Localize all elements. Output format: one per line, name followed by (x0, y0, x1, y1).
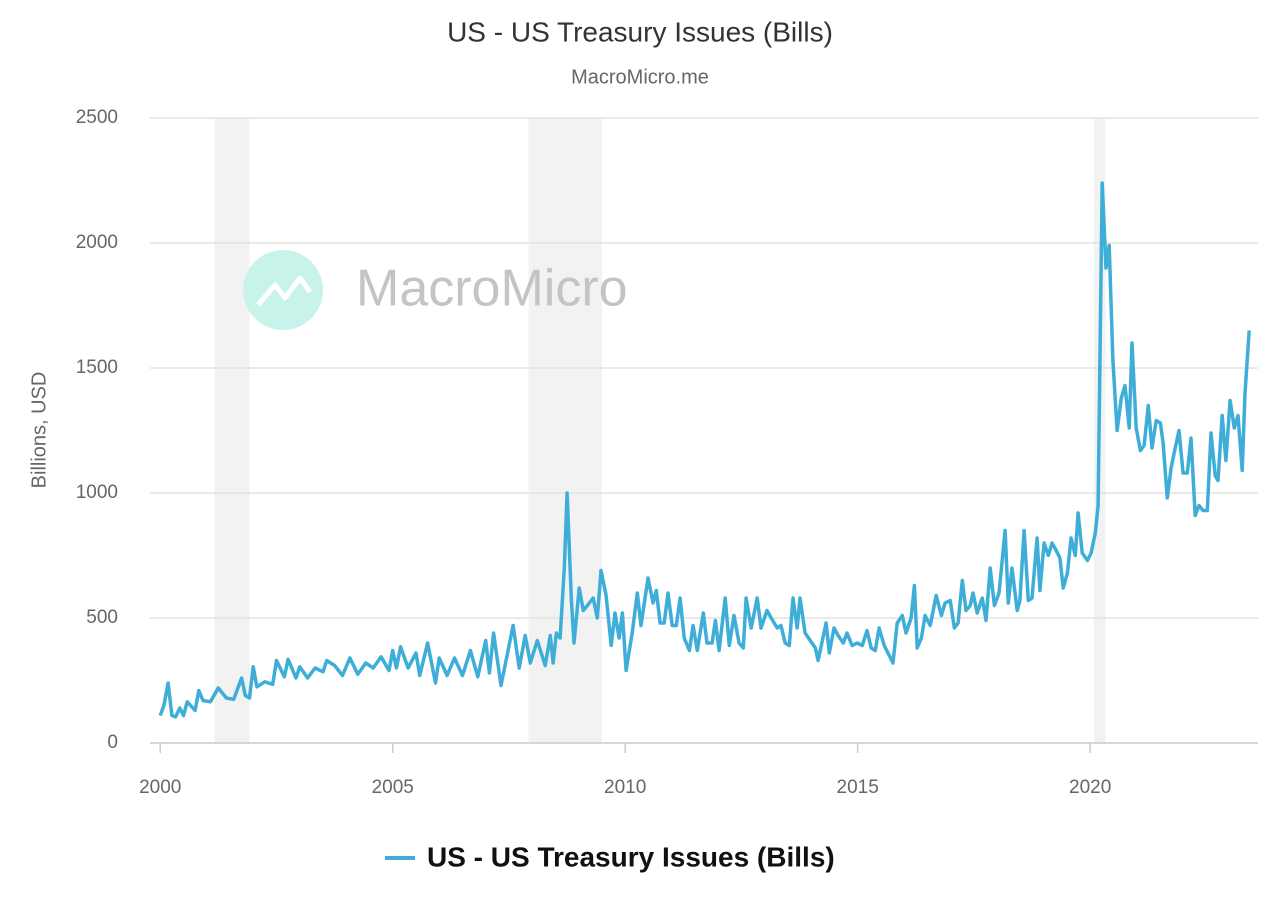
y-tick-label: 1500 (76, 357, 118, 378)
watermark: MacroMicro (356, 260, 628, 318)
series-line (158, 181, 1251, 719)
grid (150, 117, 1258, 744)
x-tick-label: 2010 (604, 777, 646, 798)
y-axis-label: Billions, USD (28, 372, 50, 489)
y-tick-label: 2500 (76, 107, 118, 128)
chart-subtitle: MacroMicro.me (571, 66, 709, 88)
y-tick-label: 1000 (76, 482, 118, 503)
x-tick-label: 2005 (372, 777, 414, 798)
recession-band (528, 118, 602, 743)
legend-label[interactable]: US - US Treasury Issues (Bills) (427, 841, 835, 872)
watermark-logo (243, 250, 323, 330)
recession-band (214, 118, 250, 743)
y-tick-label: 2000 (76, 232, 118, 253)
watermark-icon (256, 275, 313, 307)
x-tick-label: 2015 (837, 777, 879, 798)
y-tick-label: 500 (86, 607, 118, 628)
x-tick-label: 2000 (139, 777, 181, 798)
chart-title: US - US Treasury Issues (Bills) (447, 16, 833, 47)
y-tick-label: 0 (107, 732, 118, 753)
x-tick-label: 2020 (1069, 777, 1111, 798)
